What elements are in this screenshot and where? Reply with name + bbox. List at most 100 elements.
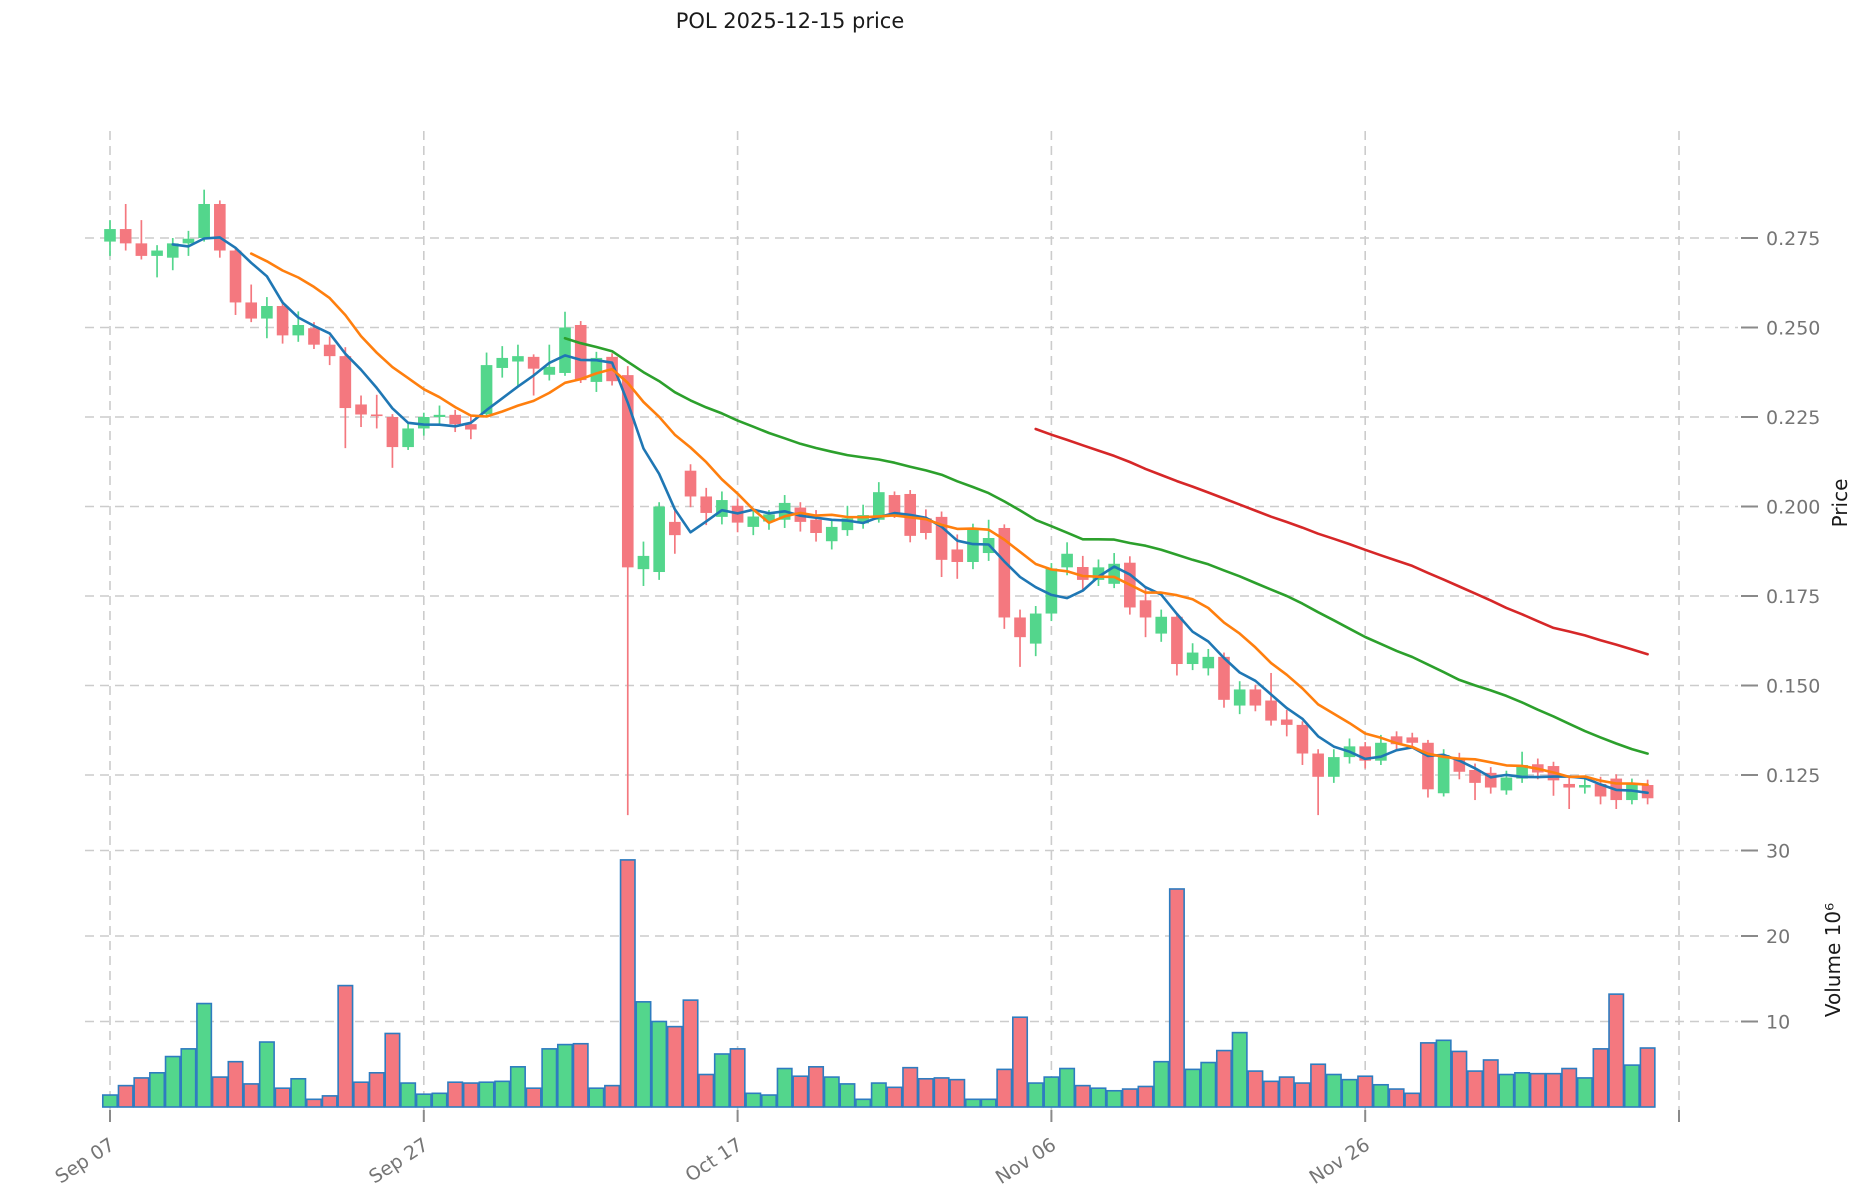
- candle-up: [104, 229, 116, 242]
- volume-bar: [1278, 1076, 1295, 1108]
- volume-tick-label: 20: [1766, 926, 1790, 948]
- volume-bar: [1545, 1072, 1562, 1108]
- candle-down: [998, 527, 1011, 618]
- volume-bar: [1608, 993, 1625, 1108]
- candle-down: [1171, 616, 1183, 665]
- volume-bar: [1168, 888, 1185, 1108]
- candle-down: [135, 243, 148, 256]
- volume-bar: [651, 1020, 668, 1108]
- candle-down: [1359, 746, 1372, 761]
- candle-up: [402, 428, 414, 448]
- candle-up: [1045, 568, 1058, 614]
- candle-down: [1249, 689, 1262, 706]
- volume-bar: [1435, 1039, 1452, 1108]
- candle-down: [920, 518, 932, 533]
- candle-up: [1029, 613, 1042, 644]
- volume-bar: [1451, 1050, 1468, 1108]
- date-tick-label: Sep 27: [365, 1134, 432, 1188]
- candle-down: [339, 356, 352, 409]
- volume-bar: [870, 1082, 887, 1108]
- volume-bar: [337, 984, 354, 1108]
- volume-bar: [1247, 1070, 1264, 1108]
- price-tick-label: 0.275: [1766, 228, 1820, 250]
- candle-down: [1469, 769, 1481, 783]
- volume-bar: [290, 1077, 307, 1108]
- volume-bar: [1231, 1031, 1248, 1108]
- volume-bar: [133, 1077, 150, 1108]
- volume-bar: [1529, 1072, 1546, 1108]
- candle-up: [417, 417, 430, 429]
- candle-down: [888, 495, 901, 513]
- price-tick-label: 0.225: [1766, 407, 1820, 429]
- volume-bar: [1325, 1073, 1342, 1108]
- volume-bar: [305, 1098, 322, 1108]
- volume-bar: [196, 1002, 213, 1108]
- volume-bar: [588, 1087, 605, 1108]
- volume-bar: [1153, 1060, 1170, 1108]
- volume-bar: [1623, 1064, 1640, 1108]
- volume-bar: [1639, 1047, 1656, 1108]
- volume-bar: [760, 1094, 777, 1108]
- candle-up: [559, 327, 571, 373]
- price-tick-label: 0.150: [1766, 676, 1820, 698]
- candle-up: [967, 529, 979, 562]
- candle-down: [1076, 567, 1089, 580]
- candle-down: [323, 344, 336, 357]
- volume-bar: [274, 1087, 291, 1108]
- candle-down: [370, 414, 383, 417]
- candle-up: [1500, 777, 1513, 791]
- volume-bar: [509, 1066, 526, 1108]
- volume-bar: [415, 1093, 432, 1108]
- ma60-line: [1034, 427, 1649, 656]
- candle-down: [1139, 600, 1152, 618]
- volume-bar: [666, 1025, 683, 1108]
- volume-bar: [776, 1067, 793, 1108]
- candle-down: [119, 229, 132, 244]
- candle-down: [214, 203, 226, 251]
- volume-bar: [1090, 1087, 1107, 1108]
- candle-up: [543, 366, 556, 375]
- ma5-line: [171, 236, 1649, 795]
- volume-bar: [321, 1095, 338, 1108]
- candle-down: [1296, 724, 1309, 754]
- candle-down: [1280, 719, 1293, 725]
- date-tick-label: Sep 07: [51, 1134, 118, 1188]
- candle-down: [465, 424, 477, 430]
- volume-bar: [353, 1081, 370, 1108]
- volume-bar: [541, 1048, 558, 1108]
- candle-down: [1014, 617, 1026, 638]
- candle-up: [433, 414, 446, 417]
- volume-bar: [1106, 1089, 1123, 1108]
- volume-bar: [808, 1066, 825, 1108]
- volume-bar: [1404, 1092, 1421, 1108]
- volume-bar: [572, 1042, 589, 1108]
- volume-bar: [1184, 1068, 1201, 1108]
- candle-up: [1437, 754, 1450, 794]
- candle-down: [1218, 656, 1230, 700]
- candle-down: [621, 375, 634, 568]
- candle-down: [1594, 783, 1607, 797]
- volume-bar: [855, 1098, 872, 1108]
- volume-bar: [1043, 1076, 1060, 1108]
- candle-down: [700, 496, 713, 513]
- candle-down: [1265, 700, 1277, 721]
- candle-up: [1061, 553, 1073, 568]
- candle-down: [229, 250, 242, 303]
- date-tick-label: Nov 06: [992, 1134, 1060, 1189]
- volume-bar: [823, 1076, 840, 1108]
- volume-bar: [525, 1087, 542, 1108]
- candle-down: [951, 549, 964, 562]
- candle-up: [496, 357, 509, 368]
- volume-bar: [917, 1077, 934, 1108]
- price-axis-title: Price: [1828, 479, 1852, 528]
- candle-down: [669, 521, 681, 536]
- volume-bar: [258, 1041, 275, 1108]
- volume-bar: [886, 1086, 903, 1108]
- candle-down: [810, 519, 822, 533]
- gridlines: [85, 131, 1738, 1110]
- volume-bar: [556, 1043, 574, 1108]
- volume-bar: [101, 1094, 119, 1108]
- volume-bar: [933, 1077, 950, 1108]
- candle-up: [653, 506, 665, 573]
